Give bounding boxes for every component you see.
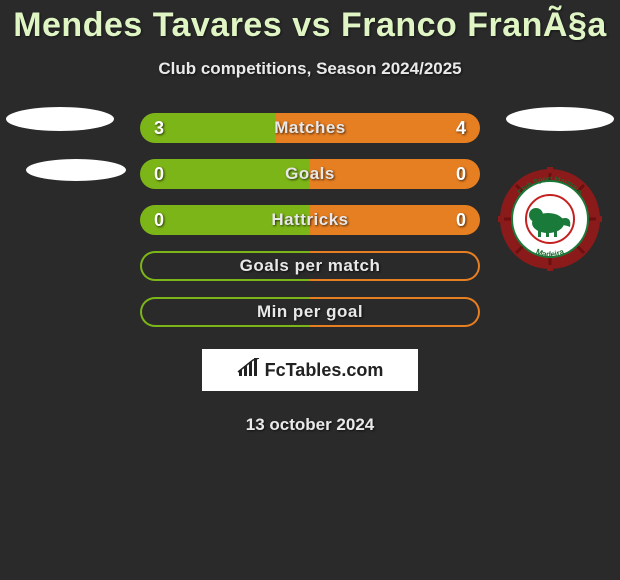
player2-placeholder — [506, 107, 614, 131]
placeholder-oval — [26, 159, 126, 181]
stat-label: Goals — [285, 164, 335, 184]
date-text: 13 october 2024 — [0, 415, 620, 435]
brand-text: FcTables.com — [265, 360, 384, 381]
stat-row: 0 Goals 0 — [140, 159, 480, 189]
content-area: Club Sport Marítimo Madeira 3 Matches 4 0 Go… — [0, 113, 620, 435]
club-logo: Club Sport Marítimo Madeira — [498, 167, 602, 271]
stat-label: Hattricks — [271, 210, 348, 230]
player1-placeholder — [6, 107, 126, 181]
brand-box: FcTables.com — [202, 349, 418, 391]
stat-value-left: 0 — [154, 164, 164, 185]
placeholder-oval — [6, 107, 114, 131]
stat-label: Goals per match — [240, 256, 381, 276]
stat-row: Min per goal — [140, 297, 480, 327]
stat-row: 3 Matches 4 — [140, 113, 480, 143]
stat-value-right: 4 — [456, 118, 466, 139]
placeholder-oval — [506, 107, 614, 131]
stat-value-right: 0 — [456, 164, 466, 185]
stat-value-left: 3 — [154, 118, 164, 139]
stat-value-right: 0 — [456, 210, 466, 231]
chart-icon — [237, 358, 261, 383]
stat-label: Matches — [274, 118, 346, 138]
stat-row: Goals per match — [140, 251, 480, 281]
stat-label: Min per goal — [257, 302, 363, 322]
stats-container: 3 Matches 4 0 Goals 0 0 Hattricks 0 Goals per mat… — [140, 113, 480, 327]
title: Mendes Tavares vs Franco FranÃ§a — [0, 0, 620, 45]
subtitle: Club competitions, Season 2024/2025 — [0, 59, 620, 79]
stat-value-left: 0 — [154, 210, 164, 231]
stat-row: 0 Hattricks 0 — [140, 205, 480, 235]
